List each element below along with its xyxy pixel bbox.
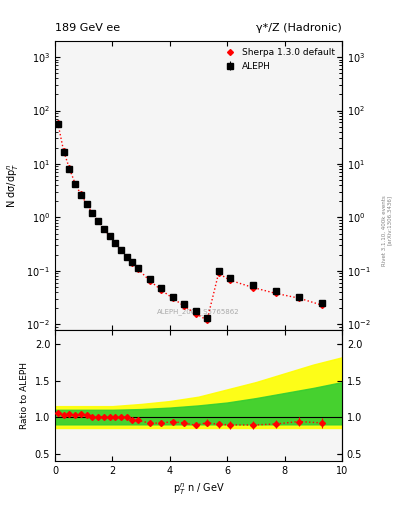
- Y-axis label: Ratio to ALEPH: Ratio to ALEPH: [20, 361, 29, 429]
- Sherpa 1.3.0 default: [55, 120, 60, 126]
- Sherpa 1.3.0 default: [159, 287, 163, 293]
- Y-axis label: N dσ/dp$_T^n$: N dσ/dp$_T^n$: [6, 163, 21, 208]
- Legend: Sherpa 1.3.0 default, ALEPH: Sherpa 1.3.0 default, ALEPH: [221, 46, 338, 73]
- Sherpa 1.3.0 default: [125, 253, 129, 260]
- Sherpa 1.3.0 default: [136, 266, 141, 272]
- Sherpa 1.3.0 default: [251, 285, 255, 291]
- Text: γ*/Z (Hadronic): γ*/Z (Hadronic): [256, 23, 342, 33]
- Sherpa 1.3.0 default: [107, 233, 112, 239]
- Sherpa 1.3.0 default: [182, 303, 187, 309]
- Sherpa 1.3.0 default: [170, 295, 175, 301]
- Sherpa 1.3.0 default: [205, 317, 209, 323]
- Sherpa 1.3.0 default: [193, 310, 198, 316]
- Sherpa 1.3.0 default: [130, 260, 135, 266]
- Sherpa 1.3.0 default: [79, 191, 83, 198]
- Sherpa 1.3.0 default: [90, 210, 95, 216]
- Sherpa 1.3.0 default: [147, 278, 152, 284]
- Text: ALEPH_2004_S5765862: ALEPH_2004_S5765862: [157, 308, 240, 315]
- Sherpa 1.3.0 default: [274, 290, 278, 296]
- Line: Sherpa 1.3.0 default: Sherpa 1.3.0 default: [56, 121, 324, 322]
- X-axis label: p$_T^n$ n / GeV: p$_T^n$ n / GeV: [173, 481, 224, 497]
- Sherpa 1.3.0 default: [96, 218, 101, 224]
- Text: Rivet 3.1.10, 400k events
[arXiv:1306.3436]: Rivet 3.1.10, 400k events [arXiv:1306.34…: [382, 195, 392, 266]
- Sherpa 1.3.0 default: [228, 277, 232, 283]
- Sherpa 1.3.0 default: [101, 225, 106, 231]
- Sherpa 1.3.0 default: [61, 148, 66, 154]
- Sherpa 1.3.0 default: [216, 270, 221, 276]
- Sherpa 1.3.0 default: [73, 181, 77, 187]
- Sherpa 1.3.0 default: [84, 201, 89, 207]
- Sherpa 1.3.0 default: [297, 295, 301, 301]
- Sherpa 1.3.0 default: [67, 165, 72, 172]
- Sherpa 1.3.0 default: [320, 302, 324, 308]
- Sherpa 1.3.0 default: [119, 247, 123, 253]
- Sherpa 1.3.0 default: [113, 240, 118, 246]
- Text: 189 GeV ee: 189 GeV ee: [55, 23, 120, 33]
